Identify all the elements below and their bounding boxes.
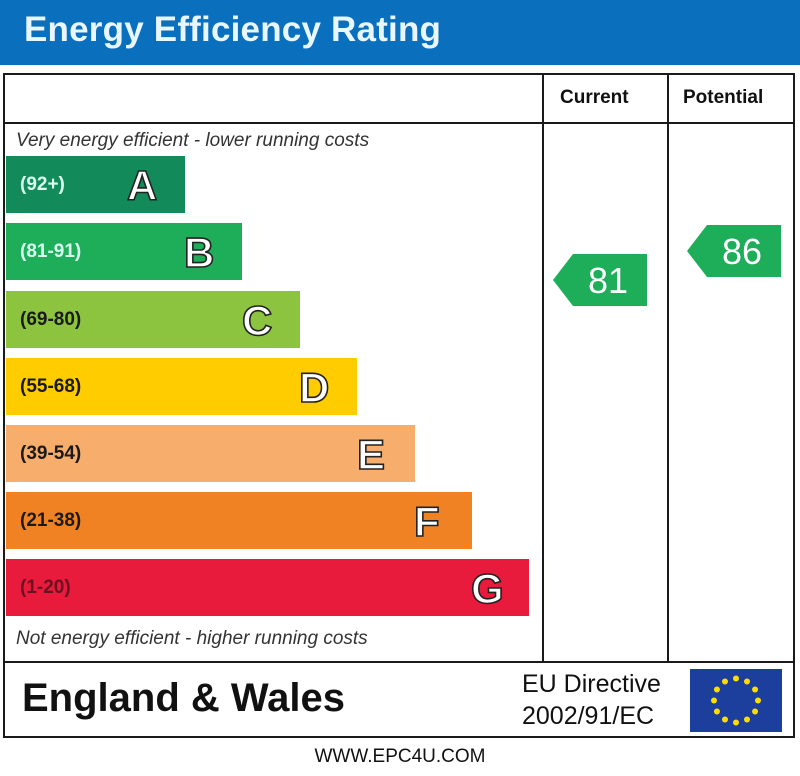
eu-star bbox=[733, 675, 739, 682]
title-bar: Energy Efficiency Rating bbox=[0, 0, 800, 65]
band-letter: A bbox=[126, 161, 158, 210]
eu-star bbox=[752, 686, 759, 693]
band-letter: D bbox=[298, 363, 330, 412]
footer-row-divider bbox=[3, 661, 795, 663]
eu-star bbox=[744, 678, 750, 685]
band-range-label: (21-38) bbox=[20, 510, 82, 531]
region-label: England & Wales bbox=[22, 676, 346, 720]
band-letter: F bbox=[413, 497, 440, 546]
band-range-label: (81-91) bbox=[20, 241, 82, 262]
column-header-current: Current bbox=[560, 87, 629, 108]
band-letter: B bbox=[183, 228, 215, 277]
eu-star bbox=[722, 716, 728, 723]
column-divider-potential bbox=[667, 73, 669, 663]
eu-star bbox=[733, 719, 739, 726]
current-rating-value: 81 bbox=[587, 259, 629, 301]
column-header-potential: Potential bbox=[683, 87, 764, 108]
eu-flag-icon bbox=[690, 669, 782, 732]
eu-star bbox=[752, 708, 759, 715]
band-letter: G bbox=[470, 564, 504, 613]
band-a: (92+) A bbox=[6, 156, 185, 213]
band-d: (55-68) D bbox=[6, 358, 357, 415]
eu-stars-icon bbox=[711, 675, 761, 726]
band-range-label: (92+) bbox=[20, 174, 65, 195]
arrow-shape-potential bbox=[687, 225, 781, 277]
eu-star bbox=[744, 716, 750, 723]
website-link[interactable]: WWW.EPC4U.COM bbox=[314, 746, 486, 767]
caption-top: Very energy efficient - lower running co… bbox=[16, 130, 370, 151]
page-title: Energy Efficiency Rating bbox=[24, 10, 442, 49]
arrow-shape-current bbox=[553, 253, 647, 306]
rating-table-frame bbox=[3, 73, 795, 738]
eu-directive-number: 2002/91/EC bbox=[522, 702, 655, 730]
eu-star bbox=[713, 686, 720, 693]
band-range-label: (69-80) bbox=[20, 309, 82, 330]
band-letter: E bbox=[356, 430, 386, 479]
caption-bottom: Not energy efficient - higher running co… bbox=[16, 628, 368, 649]
current-rating-arrow: 81 bbox=[553, 253, 647, 306]
header-row-divider bbox=[3, 122, 795, 124]
band-range-label: (1-20) bbox=[20, 577, 71, 598]
potential-rating-arrow: 86 bbox=[687, 225, 781, 277]
eu-star bbox=[755, 697, 761, 704]
eu-star bbox=[722, 678, 728, 685]
band-letter: C bbox=[241, 296, 273, 345]
column-divider-current bbox=[542, 73, 544, 663]
band-f: (21-38) F bbox=[6, 492, 472, 549]
potential-rating-value: 86 bbox=[721, 231, 763, 272]
band-g: (1-20) G bbox=[6, 559, 529, 616]
eu-star bbox=[711, 697, 717, 704]
band-c: (69-80) C bbox=[6, 291, 300, 348]
band-b: (81-91) B bbox=[6, 223, 242, 280]
band-range-label: (39-54) bbox=[20, 443, 82, 464]
band-e: (39-54) E bbox=[6, 425, 415, 482]
band-range-label: (55-68) bbox=[20, 376, 82, 397]
eu-star bbox=[713, 708, 720, 715]
eu-directive-label: EU Directive bbox=[522, 670, 661, 698]
